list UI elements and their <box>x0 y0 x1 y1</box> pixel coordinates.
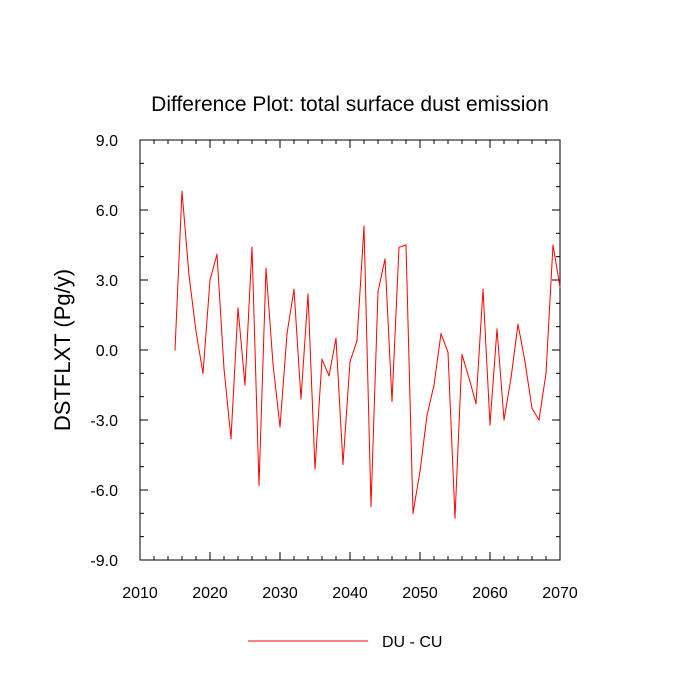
data-point <box>363 225 365 227</box>
y-tick-label: 0.0 <box>96 343 118 360</box>
data-point <box>216 253 218 255</box>
data-point <box>181 190 183 192</box>
x-tick-label: 2050 <box>402 585 438 602</box>
y-tick-label: -6.0 <box>90 483 118 500</box>
data-point <box>391 400 393 402</box>
y-axis-label: DSTFLXT (Pg/y) <box>50 269 75 431</box>
data-point <box>293 288 295 290</box>
data-point <box>265 267 267 269</box>
data-point <box>279 426 281 428</box>
data-point <box>286 333 288 335</box>
legend-label: DU - CU <box>382 634 442 651</box>
data-point <box>258 484 260 486</box>
data-point <box>405 244 407 246</box>
data-point <box>545 372 547 374</box>
x-tick-label: 2060 <box>472 585 508 602</box>
data-point <box>440 333 442 335</box>
data-point <box>468 377 470 379</box>
series-line-du-cu <box>174 190 561 519</box>
data-point <box>321 358 323 360</box>
x-tick-label: 2030 <box>262 585 298 602</box>
y-tick-label: -3.0 <box>90 413 118 430</box>
x-tick-label: 2010 <box>122 585 158 602</box>
data-point <box>559 286 561 288</box>
data-point <box>223 368 225 370</box>
data-point <box>524 361 526 363</box>
data-point <box>377 291 379 293</box>
data-point <box>447 351 449 353</box>
data-point <box>370 505 372 507</box>
data-point <box>538 419 540 421</box>
data-point <box>503 419 505 421</box>
data-point <box>174 349 176 351</box>
data-point <box>489 424 491 426</box>
data-point <box>475 403 477 405</box>
data-point <box>552 244 554 246</box>
data-point <box>328 375 330 377</box>
data-point <box>398 246 400 248</box>
data-point <box>237 307 239 309</box>
data-point <box>202 372 204 374</box>
data-point <box>342 463 344 465</box>
data-point <box>314 468 316 470</box>
data-point <box>461 354 463 356</box>
data-point <box>426 414 428 416</box>
data-point <box>272 363 274 365</box>
x-tick-label: 2070 <box>542 585 578 602</box>
data-point <box>349 361 351 363</box>
y-tick-label: -9.0 <box>90 553 118 570</box>
data-point <box>244 384 246 386</box>
data-point <box>384 258 386 260</box>
y-tick-label: 6.0 <box>96 203 118 220</box>
data-point <box>412 512 414 514</box>
data-point <box>496 328 498 330</box>
y-tick-label: 9.0 <box>96 133 118 150</box>
data-point <box>230 438 232 440</box>
data-point <box>251 246 253 248</box>
axis-tick-labels: 2010 2020 2030 2040 2050 2060 2070 9.0 6.0 3.0 0.0… <box>90 133 577 602</box>
series-group <box>174 190 561 519</box>
data-point <box>335 337 337 339</box>
axis-ticks <box>139 139 561 561</box>
x-tick-label: 2040 <box>332 585 368 602</box>
data-point <box>433 384 435 386</box>
chart-title: Difference Plot: total surface dust emis… <box>151 93 549 116</box>
plot-frame <box>139 139 561 561</box>
data-point <box>307 293 309 295</box>
data-point <box>517 323 519 325</box>
data-point <box>209 279 211 281</box>
data-point <box>356 340 358 342</box>
data-point <box>531 407 533 409</box>
data-point <box>419 470 421 472</box>
data-point <box>195 330 197 332</box>
data-point <box>454 517 456 519</box>
y-tick-label: 3.0 <box>96 273 118 290</box>
data-point <box>482 288 484 290</box>
data-point <box>300 398 302 400</box>
data-point <box>510 377 512 379</box>
data-point <box>188 274 190 276</box>
legend: DU - CU <box>248 634 442 651</box>
x-tick-label: 2020 <box>192 585 228 602</box>
